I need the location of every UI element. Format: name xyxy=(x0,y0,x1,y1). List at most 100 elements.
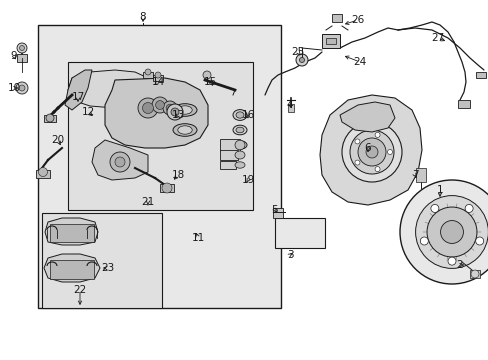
Circle shape xyxy=(203,71,210,79)
Text: 18: 18 xyxy=(171,170,184,180)
Ellipse shape xyxy=(232,125,246,135)
Text: 15: 15 xyxy=(203,77,216,87)
Text: 27: 27 xyxy=(430,33,444,43)
Circle shape xyxy=(440,221,463,243)
Text: 10: 10 xyxy=(7,83,20,93)
Text: 17: 17 xyxy=(71,92,84,102)
Text: 13: 13 xyxy=(171,110,184,120)
Text: 16: 16 xyxy=(241,110,254,120)
Bar xyxy=(50,260,94,279)
Bar xyxy=(220,161,236,169)
Bar xyxy=(415,168,425,182)
Bar xyxy=(457,100,469,108)
Circle shape xyxy=(167,104,183,120)
Circle shape xyxy=(17,43,27,53)
Ellipse shape xyxy=(236,127,244,133)
Bar xyxy=(220,150,238,160)
Circle shape xyxy=(138,98,158,118)
Circle shape xyxy=(166,104,174,112)
Bar xyxy=(38,25,281,308)
Polygon shape xyxy=(339,102,394,132)
Polygon shape xyxy=(319,95,421,205)
Circle shape xyxy=(171,108,179,116)
Bar xyxy=(160,184,174,192)
Circle shape xyxy=(142,103,153,113)
Circle shape xyxy=(162,183,172,193)
Ellipse shape xyxy=(178,106,192,114)
Text: 22: 22 xyxy=(73,285,86,295)
Ellipse shape xyxy=(235,140,244,150)
Text: 14: 14 xyxy=(151,77,164,87)
Text: 11: 11 xyxy=(191,233,204,243)
Text: 9: 9 xyxy=(11,51,17,61)
Bar xyxy=(331,14,341,22)
Bar xyxy=(68,62,252,210)
Ellipse shape xyxy=(232,141,246,149)
Bar xyxy=(220,139,240,151)
Circle shape xyxy=(374,167,379,172)
Circle shape xyxy=(145,69,151,75)
Ellipse shape xyxy=(236,143,244,148)
Text: 2: 2 xyxy=(456,260,462,270)
Polygon shape xyxy=(92,140,148,180)
Circle shape xyxy=(16,82,28,94)
Bar xyxy=(153,75,163,81)
Circle shape xyxy=(163,101,177,115)
Bar xyxy=(36,170,50,178)
Circle shape xyxy=(386,149,392,154)
Ellipse shape xyxy=(232,109,246,120)
Circle shape xyxy=(470,270,478,278)
Bar xyxy=(17,54,27,62)
Bar xyxy=(325,38,335,44)
Polygon shape xyxy=(105,78,207,148)
Bar xyxy=(469,270,479,278)
Circle shape xyxy=(374,132,379,138)
Circle shape xyxy=(295,54,307,66)
Circle shape xyxy=(39,167,47,176)
Ellipse shape xyxy=(236,112,244,118)
Circle shape xyxy=(426,207,476,257)
Circle shape xyxy=(430,204,438,212)
Circle shape xyxy=(341,122,401,182)
Polygon shape xyxy=(68,70,152,108)
Bar xyxy=(44,115,56,122)
Circle shape xyxy=(46,114,54,122)
Text: 5: 5 xyxy=(271,205,278,215)
Text: 23: 23 xyxy=(101,263,114,273)
Text: 26: 26 xyxy=(351,15,364,25)
Circle shape xyxy=(152,97,168,113)
Circle shape xyxy=(447,257,455,265)
Polygon shape xyxy=(45,218,98,245)
Circle shape xyxy=(357,138,385,166)
Bar xyxy=(274,218,325,248)
Text: 1: 1 xyxy=(436,185,443,195)
Circle shape xyxy=(354,160,359,165)
Circle shape xyxy=(299,58,304,63)
Circle shape xyxy=(155,72,161,78)
Text: 20: 20 xyxy=(51,135,64,145)
Circle shape xyxy=(155,100,164,109)
Circle shape xyxy=(415,195,488,269)
Circle shape xyxy=(354,139,359,144)
Circle shape xyxy=(110,152,130,172)
Ellipse shape xyxy=(173,124,197,136)
Text: 8: 8 xyxy=(140,12,146,22)
Circle shape xyxy=(115,157,125,167)
Ellipse shape xyxy=(178,126,192,134)
Text: 21: 21 xyxy=(141,197,154,207)
Circle shape xyxy=(365,146,377,158)
Circle shape xyxy=(19,85,25,91)
Bar xyxy=(321,34,339,48)
Bar xyxy=(42,213,162,308)
Text: 25: 25 xyxy=(291,47,304,57)
Bar xyxy=(475,72,485,78)
Polygon shape xyxy=(44,254,100,282)
Text: 4: 4 xyxy=(286,100,293,110)
Polygon shape xyxy=(65,70,92,110)
Bar xyxy=(142,72,153,78)
Circle shape xyxy=(349,130,393,174)
Text: 19: 19 xyxy=(241,175,254,185)
Circle shape xyxy=(399,180,488,284)
Text: 6: 6 xyxy=(364,143,370,153)
Bar xyxy=(287,104,293,112)
